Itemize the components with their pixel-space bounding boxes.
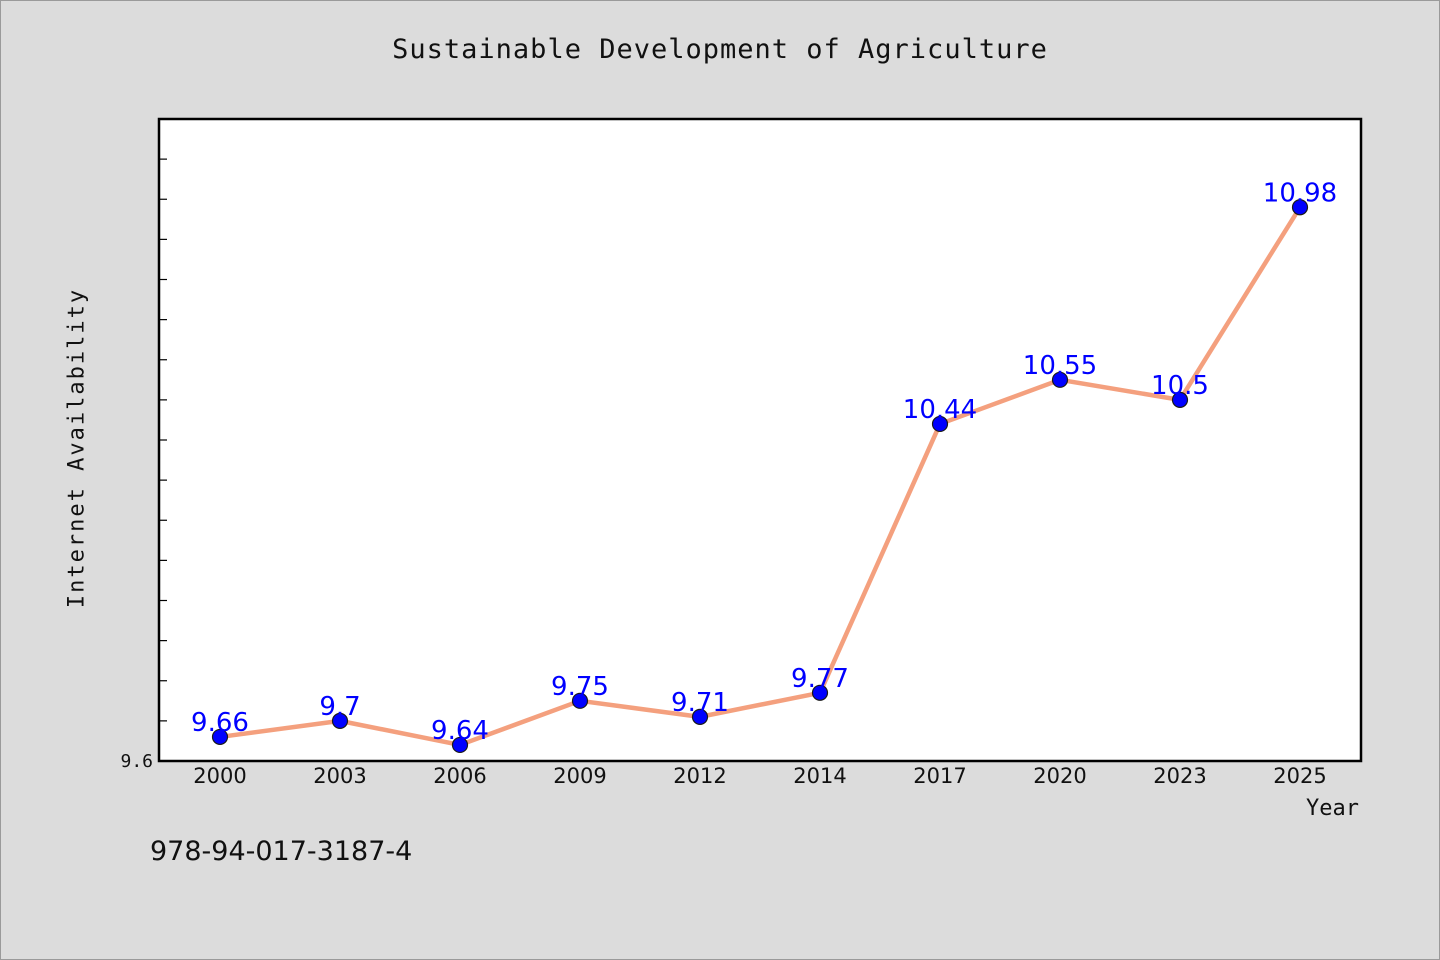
y-axis-ticks — [159, 158, 167, 722]
data-label: 9.71 — [671, 688, 729, 718]
data-point — [931, 415, 949, 433]
y-tick-labels: 9.6 — [120, 751, 153, 772]
x-tick-label: 2012 — [673, 764, 726, 788]
chart-title: Sustainable Development of Agriculture — [392, 34, 1048, 65]
isbn-text: 978-94-017-3187-4 — [150, 836, 413, 867]
data-label: 9.7 — [319, 692, 360, 722]
data-label: 9.77 — [791, 664, 849, 694]
data-label: 10.5 — [1151, 371, 1209, 401]
x-tick-label: 2009 — [553, 764, 606, 788]
data-point — [571, 692, 589, 709]
data-point — [1171, 391, 1189, 408]
series-line — [217, 205, 1303, 748]
x-tick-label: 2020 — [1033, 764, 1086, 788]
data-point — [451, 736, 469, 754]
data-label: 10.55 — [1023, 351, 1097, 381]
data-label: 10.44 — [903, 395, 977, 425]
data-point — [1051, 371, 1069, 388]
x-tick-label: 2014 — [793, 764, 846, 788]
data-points — [211, 199, 1309, 754]
x-tick-label: 2003 — [313, 764, 366, 788]
x-tick-label: 2023 — [1153, 764, 1206, 788]
x-tick-label: 2025 — [1273, 764, 1326, 788]
data-labels: 9.66 9.7 9.64 9.75 9.71 9.77 10.44 10.55 10.5 10.… — [191, 178, 1337, 746]
data-point — [1291, 199, 1309, 216]
data-point — [331, 712, 349, 729]
x-tick-label: 2000 — [193, 764, 246, 788]
data-point — [811, 684, 829, 701]
data-label: 9.64 — [431, 716, 489, 746]
data-label: 10.98 — [1263, 178, 1337, 208]
x-tick-label: 2006 — [433, 764, 486, 788]
x-tick-label: 2017 — [913, 764, 966, 788]
data-point — [211, 728, 229, 746]
data-label: 9.75 — [551, 672, 609, 702]
x-tick-labels: 2000 2003 2006 2009 2012 2014 2017 2020 2023 2025 — [193, 764, 1326, 788]
plot-area — [157, 117, 1363, 763]
series-group — [217, 205, 1303, 748]
x-axis-label: Year — [1306, 796, 1359, 821]
data-label: 9.66 — [191, 708, 249, 738]
data-point — [691, 708, 709, 725]
y-tick-label: 9.6 — [120, 751, 153, 772]
